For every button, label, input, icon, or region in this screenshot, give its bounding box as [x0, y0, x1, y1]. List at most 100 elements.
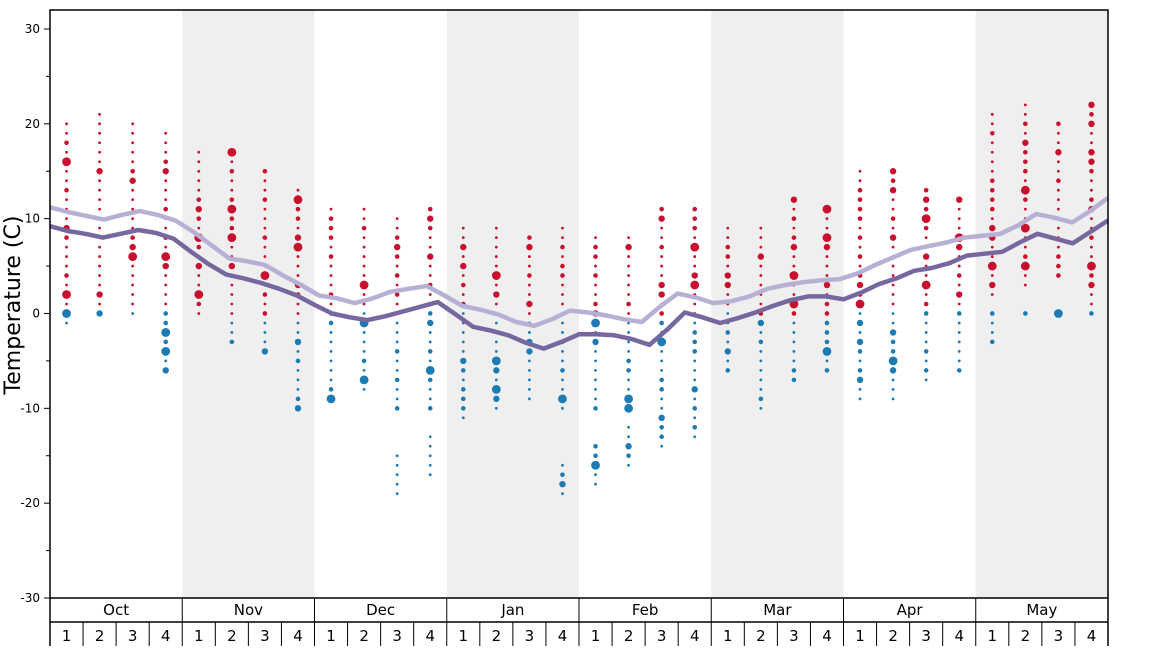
warm-point — [260, 271, 270, 280]
warm-point — [922, 253, 930, 260]
warm-point — [526, 300, 533, 308]
warm-point — [593, 254, 598, 259]
upper-line — [49, 195, 1110, 329]
cold-point — [65, 321, 68, 325]
warm-point — [1057, 245, 1060, 249]
cold-point — [957, 350, 961, 353]
warm-point — [825, 274, 829, 277]
warm-point — [691, 272, 698, 279]
warm-point — [692, 206, 698, 212]
warm-point — [131, 198, 135, 202]
warm-point — [195, 262, 202, 270]
warm-point — [494, 226, 498, 230]
cold-point — [425, 365, 435, 375]
cold-point — [395, 473, 399, 477]
warm-point — [164, 188, 168, 192]
warm-point — [957, 283, 961, 287]
warm-point — [128, 252, 138, 261]
warm-point — [858, 169, 862, 173]
cold-point — [427, 319, 434, 327]
warm-point — [1057, 226, 1060, 230]
cold-point — [659, 424, 664, 430]
y-tick-label: 10 — [25, 212, 40, 226]
warm-point — [891, 264, 895, 268]
warm-point — [726, 293, 730, 296]
cold-point — [1089, 311, 1094, 316]
cold-point — [822, 347, 832, 356]
warm-point — [98, 226, 101, 230]
warm-point — [65, 179, 68, 183]
warm-point — [692, 225, 698, 231]
cold-point — [296, 321, 300, 325]
warm-point — [989, 130, 995, 136]
warm-point — [690, 280, 700, 290]
cold-point — [329, 359, 333, 363]
warm-point — [227, 233, 237, 243]
warm-point — [64, 235, 69, 240]
cold-point — [824, 330, 830, 335]
warm-point — [726, 264, 730, 268]
warm-point — [262, 311, 268, 316]
x-axis: Oct Nov Dec Jan Feb Mar Apr May 1 2 3 4 1 2 3 4 1 2 3 4 1 2 3 4… — [49, 598, 1109, 646]
warm-point — [726, 226, 730, 230]
cold-point — [362, 368, 366, 372]
warm-point — [1090, 245, 1093, 249]
warm-point — [921, 280, 931, 290]
warm-point — [263, 188, 267, 192]
y-axis-label: Temperature (C) — [1, 216, 26, 396]
cold-point — [528, 331, 531, 334]
warm-point — [131, 141, 135, 145]
warm-point — [362, 207, 366, 211]
warm-point — [494, 302, 498, 306]
warm-point — [461, 293, 465, 296]
warm-point — [957, 302, 961, 306]
warm-point — [1090, 179, 1093, 183]
cold-point — [924, 331, 928, 334]
warm-point — [230, 283, 234, 287]
cold-point — [428, 340, 432, 344]
warm-point — [923, 301, 929, 307]
warm-point — [328, 225, 334, 231]
warm-point — [594, 264, 597, 268]
cold-point — [395, 387, 399, 391]
cold-point — [329, 331, 333, 334]
cold-point — [362, 387, 366, 391]
cold-point — [627, 350, 630, 353]
warm-point — [162, 262, 169, 270]
warm-point — [460, 243, 467, 251]
cold-point — [594, 473, 597, 477]
warm-point — [98, 274, 101, 277]
week-label: 3 — [260, 627, 270, 645]
cold-point — [856, 338, 864, 346]
cold-point — [792, 321, 796, 325]
warm-point — [890, 216, 896, 221]
warm-point — [823, 243, 831, 251]
warm-point — [64, 187, 69, 193]
cold-point — [1054, 309, 1063, 318]
warm-point — [263, 302, 267, 306]
warm-point — [98, 141, 101, 145]
warm-point — [494, 283, 498, 287]
cold-point — [296, 387, 300, 391]
warm-point — [990, 141, 994, 145]
warm-point — [98, 188, 101, 192]
warm-point — [62, 157, 71, 167]
warm-point — [197, 226, 201, 230]
warm-point — [1023, 112, 1027, 116]
cold-point — [759, 368, 763, 372]
cold-point — [891, 378, 895, 382]
warm-point — [791, 311, 797, 316]
cold-point — [692, 424, 698, 430]
cold-point — [428, 435, 432, 439]
warm-point — [560, 273, 565, 278]
warm-point — [724, 281, 731, 289]
warm-point — [594, 293, 597, 296]
warm-point — [759, 226, 763, 230]
cold-point — [460, 357, 467, 365]
week-label: 1 — [988, 627, 998, 645]
warm-point — [163, 159, 169, 165]
warm-point — [957, 226, 961, 230]
warm-point — [64, 140, 69, 146]
cold-point — [693, 397, 697, 401]
warm-point — [262, 197, 268, 202]
